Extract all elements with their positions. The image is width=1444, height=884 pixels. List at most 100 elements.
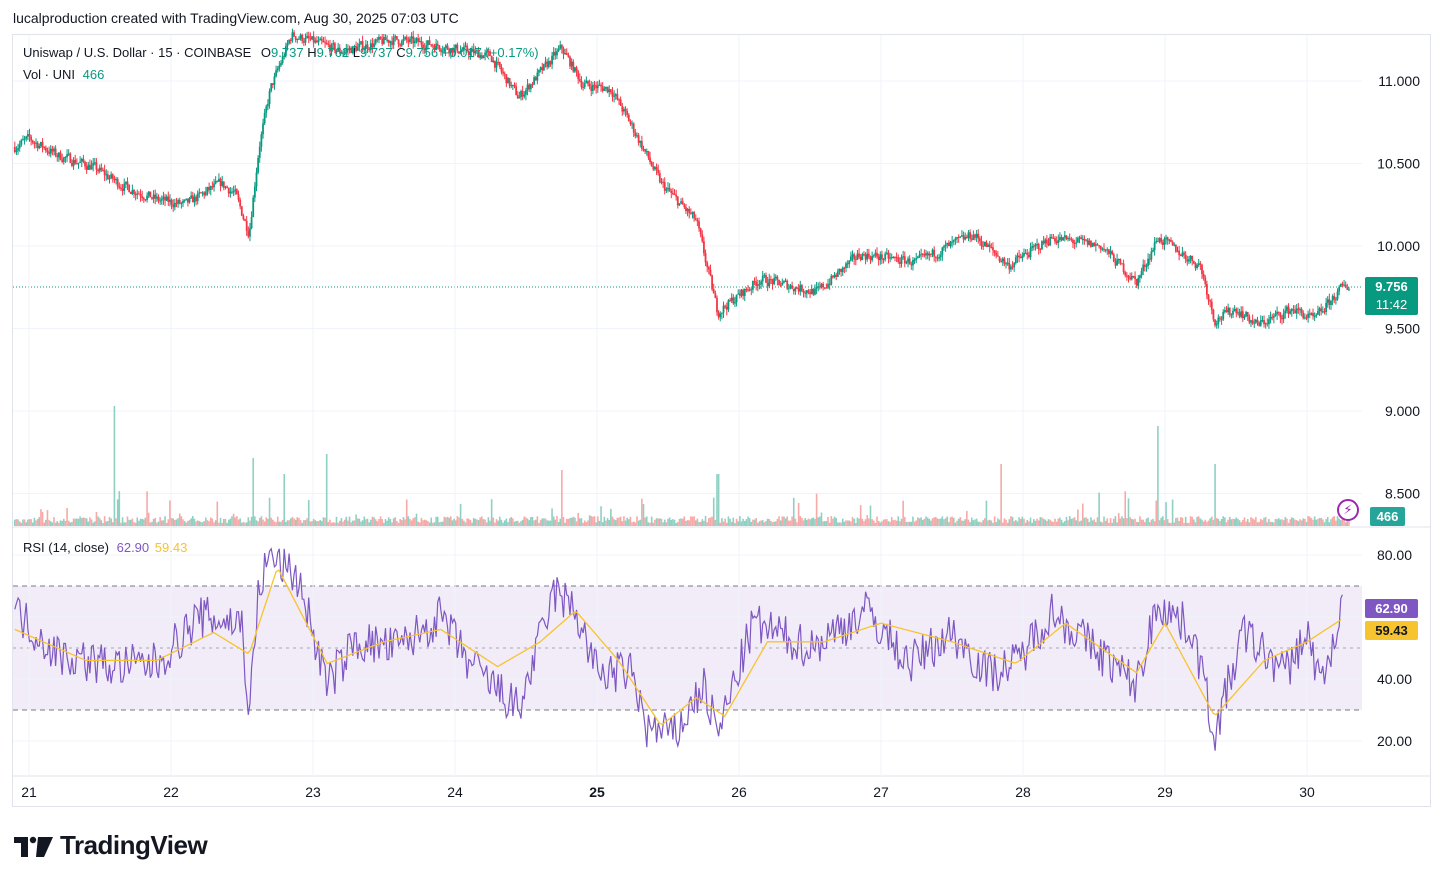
volume-bar [561, 470, 563, 526]
candle-body [1075, 242, 1078, 244]
volume-bar [752, 519, 754, 526]
volume-bar [819, 516, 821, 526]
volume-bar [551, 508, 553, 526]
volume-bar [574, 517, 576, 526]
volume-bar [1044, 519, 1047, 526]
volume-bar [1256, 522, 1259, 526]
candle-body [206, 187, 209, 192]
volume-bar [402, 517, 405, 526]
candle-body [964, 236, 967, 240]
candle-body [1027, 255, 1030, 258]
candle-body [369, 43, 372, 50]
volume-bar [1201, 519, 1203, 526]
candle-body [801, 285, 803, 292]
candle-body [1201, 264, 1203, 275]
candle-body [438, 45, 441, 50]
candle-body [836, 271, 839, 277]
candle-body [686, 209, 689, 212]
candle-body [309, 38, 312, 40]
candle-body [15, 150, 18, 152]
volume-bar [686, 520, 689, 526]
volume-bar [765, 521, 767, 526]
volume-bar [307, 499, 310, 526]
candle-body [1271, 316, 1274, 318]
candle-body [985, 241, 988, 248]
candle-body [876, 252, 878, 257]
candle-body [936, 257, 939, 259]
volume-legend: Vol · UNI 466 [23, 67, 104, 83]
volume-bar [1106, 518, 1109, 526]
candle-body [740, 289, 743, 296]
candle-body [324, 42, 326, 44]
volume-bar [745, 519, 748, 526]
candle-body [962, 235, 965, 240]
volume-bar [125, 522, 127, 526]
candle-body [40, 141, 42, 146]
candle-body [792, 288, 795, 292]
volume-bar [1163, 520, 1166, 526]
volume-bar [62, 518, 65, 526]
candle-body [110, 174, 113, 179]
candle-body [784, 280, 787, 282]
volume-bar [840, 522, 842, 526]
candle-body [748, 289, 751, 291]
volume-bar [997, 518, 999, 526]
volume-bar [587, 520, 589, 526]
candle-body [51, 148, 54, 152]
volume-bar [763, 522, 766, 526]
volume-bar [1011, 516, 1014, 526]
candle-body [1269, 316, 1272, 320]
candle-body [990, 247, 993, 249]
candle-body [378, 36, 380, 40]
volume-bar [779, 520, 782, 526]
volume-bar [404, 519, 406, 526]
candle-body [1204, 277, 1207, 284]
volume-bar [471, 522, 473, 526]
candle-body [959, 236, 962, 238]
candle-body [141, 196, 144, 199]
candle-body [474, 50, 477, 54]
volume-bar [373, 517, 375, 526]
volume-bar [1261, 520, 1264, 526]
candle-body [64, 157, 67, 159]
volume-bar [959, 517, 962, 526]
volume-bar [1330, 519, 1332, 526]
volume-bar [25, 522, 28, 526]
volume-bar [255, 520, 258, 526]
candle-body [996, 255, 999, 257]
volume-bar [703, 520, 705, 526]
candle-body [995, 252, 998, 256]
volume-bar [257, 521, 259, 526]
candle-body [200, 192, 202, 194]
candle-body [629, 121, 632, 124]
volume-bar [791, 516, 793, 526]
candle-body [771, 279, 774, 285]
candle-body [882, 259, 885, 261]
volume-bar [1047, 519, 1050, 526]
volume-bar [82, 517, 85, 526]
candle-body [1057, 239, 1060, 244]
candle-body [417, 38, 420, 43]
volume-bar [675, 522, 677, 526]
candle-body [105, 174, 108, 176]
candle-body [930, 253, 932, 255]
volume-bar [401, 520, 403, 526]
volume-bar [407, 516, 410, 526]
lightning-icon[interactable]: ⚡ [1337, 499, 1359, 521]
volume-bar [1067, 520, 1069, 526]
candle-body [982, 245, 985, 247]
volume-bar [1215, 517, 1218, 526]
candle-body [943, 246, 945, 248]
candle-body [915, 258, 918, 260]
volume-bar [100, 520, 103, 526]
volume-bar [456, 516, 459, 526]
candle-body [1112, 254, 1115, 262]
volume-bar [45, 519, 47, 526]
volume-bar [365, 519, 367, 526]
volume-bar [327, 521, 330, 526]
volume-bar [147, 512, 150, 526]
candle-body [529, 84, 532, 90]
volume-bar [345, 516, 348, 526]
volume-bar [596, 516, 599, 526]
